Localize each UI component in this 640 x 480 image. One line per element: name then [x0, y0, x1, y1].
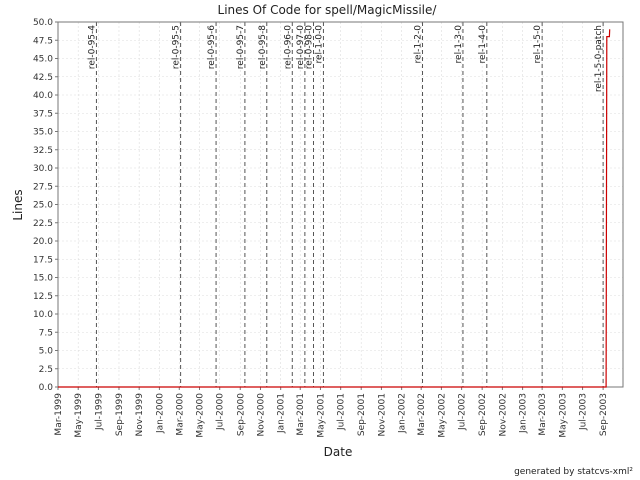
x-tick-label: Jan-2003	[519, 393, 529, 434]
x-tick-label: Jul-1999	[94, 393, 104, 431]
y-tick-label: 7.5	[39, 328, 53, 338]
series	[58, 29, 611, 388]
y-tick-label: 22.5	[33, 219, 53, 229]
x-tick-label: Sep-2000	[236, 393, 246, 436]
x-tick-label: Mar-2000	[175, 393, 185, 436]
x-tick-label: Mar-2001	[296, 393, 306, 436]
y-tick-label: 42.5	[33, 73, 53, 83]
y-tick-label: 20.0	[33, 237, 53, 247]
tag-label: rel-0-95-8	[258, 25, 268, 69]
tag-label: rel-0-96-0	[283, 25, 293, 69]
x-tick-label: Nov-1999	[135, 393, 145, 437]
x-tick-label: Jul-2003	[579, 393, 589, 431]
x-axis-label: Date	[324, 445, 353, 459]
tag-label: rel-1-5-0-patch	[594, 25, 604, 92]
x-tick-label: Sep-1999	[115, 393, 125, 436]
tag-lines: rel-0-95-4 rel-0-95-5 rel-0-95-6 rel-0-95-7…	[87, 22, 604, 387]
y-tick-label: 0.0	[39, 383, 54, 393]
y-tick-label: 37.5	[33, 109, 53, 119]
series-line	[58, 29, 611, 388]
y-tick-label: 45.0	[33, 55, 53, 65]
x-tick-label: Jan-2002	[398, 393, 408, 434]
y-tick-label: 5.0	[39, 347, 54, 357]
y-tick-label: 12.5	[33, 292, 53, 302]
y-tick-label: 35.0	[33, 128, 53, 138]
x-tick-label: Jan-2000	[155, 393, 165, 434]
y-axis-label: Lines	[11, 189, 25, 220]
y-tick-label: 10.0	[33, 310, 53, 320]
y-tick-label: 17.5	[33, 255, 53, 265]
x-tick-label: Jul-2000	[216, 393, 226, 431]
x-tick-label: May-2000	[195, 393, 205, 438]
grid	[57, 21, 623, 388]
x-tick-label: Mar-1999	[54, 393, 64, 436]
tag-label: rel-1-0-0	[314, 25, 324, 64]
x-tick-label: Jul-2001	[337, 393, 347, 431]
axes: 0.0 2.5 5.0 7.5 10.0 12.5 15.0 17.5 20.0 22.5 25.0…	[33, 18, 624, 438]
tag-label: rel-0-95-5	[172, 25, 182, 69]
x-tick-label: May-1999	[74, 393, 84, 438]
y-tick-label: 30.0	[33, 164, 53, 174]
y-tick-label: 32.5	[33, 146, 53, 156]
tag-label: rel-0-95-4	[87, 25, 97, 69]
x-tick-label: Sep-2002	[478, 393, 488, 436]
x-tick-label: Sep-2001	[357, 393, 367, 436]
tag-label: rel-1-3-0	[454, 25, 464, 64]
x-tick-label: May-2001	[316, 393, 326, 438]
x-tick-label: Sep-2003	[599, 393, 609, 436]
tag-label: rel-1-2-0	[414, 25, 424, 64]
y-tick-label: 40.0	[33, 91, 53, 101]
x-tick-label: May-2003	[558, 393, 568, 438]
tag-label: rel-1-4-0	[478, 25, 488, 64]
y-tick-label: 2.5	[39, 365, 53, 375]
chart-title: Lines Of Code for spell/MagicMissile/	[218, 3, 438, 17]
y-tick-label: 27.5	[33, 182, 53, 192]
x-tick-label: Mar-2002	[417, 393, 427, 436]
tag-label: rel-0-95-6	[207, 25, 217, 69]
x-tick-label: Nov-2000	[256, 393, 266, 437]
x-tick-label: Nov-2001	[377, 393, 387, 436]
tag-label: rel-0-98-0	[304, 25, 314, 69]
x-tick-label: Nov-2002	[498, 393, 508, 436]
tag-label: rel-0-95-7	[236, 25, 246, 69]
tag-label: rel-0-97-0	[296, 25, 306, 69]
tag-label: rel-1-5-0	[533, 25, 543, 64]
x-tick-label: Jul-2002	[458, 393, 468, 431]
y-tick-label: 25.0	[33, 201, 53, 211]
y-tick-label: 50.0	[33, 18, 53, 28]
y-tick-label: 15.0	[33, 274, 53, 284]
x-tick-label: Jan-2001	[277, 393, 287, 434]
y-tick-label: 47.5	[33, 36, 53, 46]
footer-credit: generated by statcvs-xml²	[514, 467, 633, 477]
x-tick-label: May-2002	[437, 393, 447, 438]
x-tick-label: Mar-2003	[538, 393, 548, 436]
